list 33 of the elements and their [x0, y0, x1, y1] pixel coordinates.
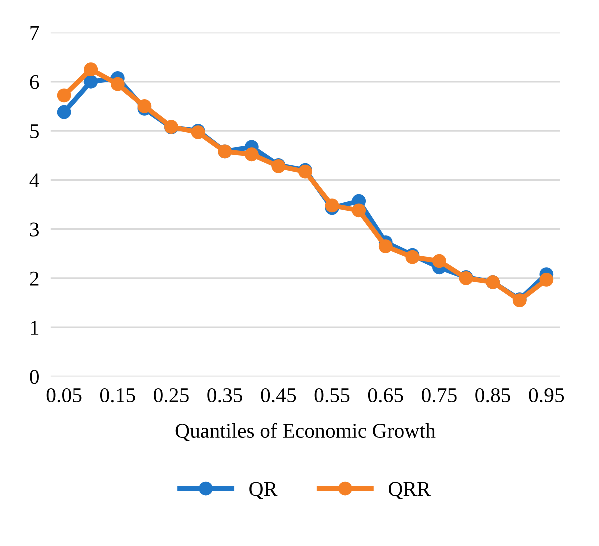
point: [352, 204, 366, 218]
y-tick-label: 1: [31, 321, 39, 335]
x-tick-label: 0.05: [46, 388, 82, 403]
x-tick-label: 0.95: [529, 388, 564, 403]
point: [325, 198, 340, 213]
x-tick-label: 0.55: [314, 388, 350, 403]
y-tick-label: 3: [30, 222, 39, 237]
point: [540, 272, 554, 287]
point: [84, 74, 98, 89]
point: [57, 88, 72, 103]
y-tick-label: 5: [30, 124, 39, 138]
point: [57, 105, 72, 120]
x-tick-label: 0.85: [476, 388, 510, 403]
y-tick-label: 4: [30, 174, 40, 188]
x-tick-label: 0.25: [154, 388, 189, 403]
y-tick-label: 6: [30, 75, 40, 90]
point: [432, 254, 446, 268]
x-tick-label: 0.65: [368, 388, 404, 403]
y-tick-label: 7: [30, 26, 40, 40]
point: [110, 77, 125, 92]
point: [244, 148, 259, 162]
x-tick-label: 0.45: [261, 388, 296, 403]
x-tick-label: 0.75: [422, 388, 457, 403]
x-tick-label: 0.35: [208, 388, 243, 403]
y-tick-label: 0: [30, 370, 40, 384]
point: [378, 240, 393, 254]
y-tick-label: 2: [30, 272, 39, 286]
point: [138, 100, 152, 114]
x-tick-label: 0.15: [100, 388, 136, 403]
legend-label: QR: [250, 482, 278, 500]
point: [84, 62, 98, 77]
legend-label: QRR: [388, 482, 431, 500]
x-axis-title: Quantiles of Economic Growth: [176, 423, 436, 442]
